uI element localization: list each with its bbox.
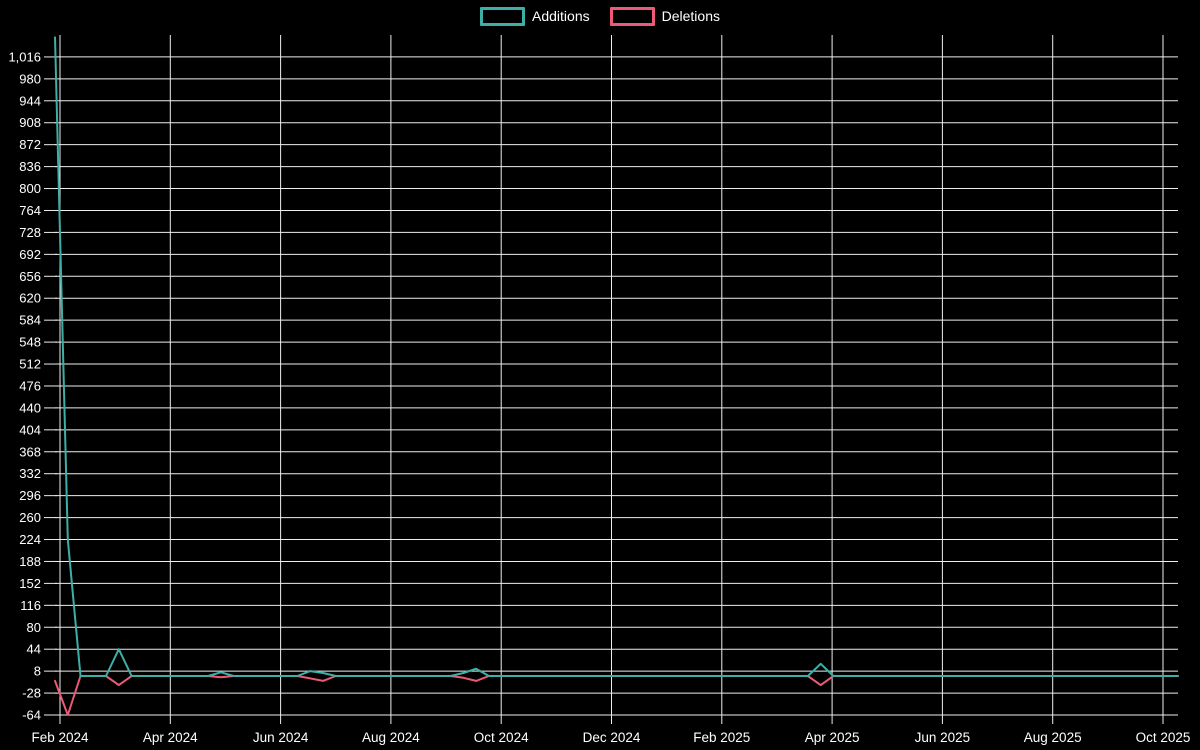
y-tick-label: 728 [19, 225, 41, 240]
deletions-line [54, 675, 1179, 716]
y-tick-label: 836 [19, 159, 41, 174]
y-tick-label: 656 [19, 269, 41, 284]
y-tick-label: 80 [27, 620, 41, 635]
deletions-legend-label: Deletions [661, 8, 720, 24]
y-tick-label: 296 [19, 488, 41, 503]
x-tick-label: Aug 2025 [1024, 730, 1082, 745]
y-tick-label: 692 [19, 247, 41, 262]
chart-legend: Additions Deletions [0, 7, 1200, 26]
y-tick-label: 440 [19, 400, 41, 415]
x-tick-label: Jun 2024 [253, 730, 309, 745]
axis-tick-marks [44, 56, 1164, 724]
y-tick-label: 1,016 [8, 49, 41, 64]
y-tick-label: 584 [19, 313, 41, 328]
legend-item-deletions[interactable]: Deletions [609, 7, 720, 26]
x-tick-label: Feb 2025 [693, 730, 750, 745]
x-tick-label: Oct 2025 [1136, 730, 1191, 745]
data-series [54, 36, 1179, 716]
y-axis-tick-labels: -64 -28 8 44 80 116 152 188 224 260 296 332 368 404 44… [8, 49, 41, 722]
additions-swatch-icon [480, 7, 526, 26]
y-tick-label: 512 [19, 357, 41, 372]
x-tick-label: Feb 2024 [31, 730, 89, 745]
y-tick-label: 800 [19, 181, 41, 196]
y-tick-label: 260 [19, 510, 41, 525]
horizontal-gridlines [55, 56, 1178, 716]
y-tick-label: 872 [19, 137, 41, 152]
y-tick-label: 368 [19, 444, 41, 459]
x-tick-label: Apr 2024 [143, 730, 198, 745]
y-tick-label: 188 [19, 554, 41, 569]
y-tick-label: -64 [22, 708, 41, 723]
additions-line [54, 36, 1179, 677]
x-tick-label: Dec 2024 [583, 730, 641, 745]
legend-item-additions[interactable]: Additions [480, 7, 590, 26]
y-tick-label: 8 [34, 664, 41, 679]
vertical-gridlines [59, 35, 1164, 715]
deletions-swatch-icon [609, 7, 655, 26]
x-tick-label: Jun 2025 [915, 730, 971, 745]
y-tick-label: 404 [19, 422, 41, 437]
y-tick-label: 224 [19, 532, 41, 547]
y-tick-label: 944 [19, 93, 41, 108]
x-axis-tick-labels: Feb 2024 Apr 2024 Jun 2024 Aug 2024 Oct 2024… [31, 730, 1190, 745]
y-tick-label: 764 [19, 203, 41, 218]
y-tick-label: 116 [20, 598, 41, 613]
y-tick-label: 332 [19, 466, 41, 481]
x-tick-label: Aug 2024 [362, 730, 420, 745]
y-tick-label: 476 [19, 378, 41, 393]
y-tick-label: 908 [19, 115, 41, 130]
y-tick-label: 620 [19, 291, 41, 306]
y-tick-label: 44 [27, 642, 41, 657]
x-tick-label: Apr 2025 [805, 730, 860, 745]
y-tick-label: -28 [22, 686, 41, 701]
y-tick-label: 548 [19, 335, 41, 350]
y-tick-label: 152 [19, 576, 41, 591]
additions-legend-label: Additions [532, 8, 590, 24]
y-tick-label: 980 [19, 71, 41, 86]
x-tick-label: Oct 2024 [474, 730, 529, 745]
